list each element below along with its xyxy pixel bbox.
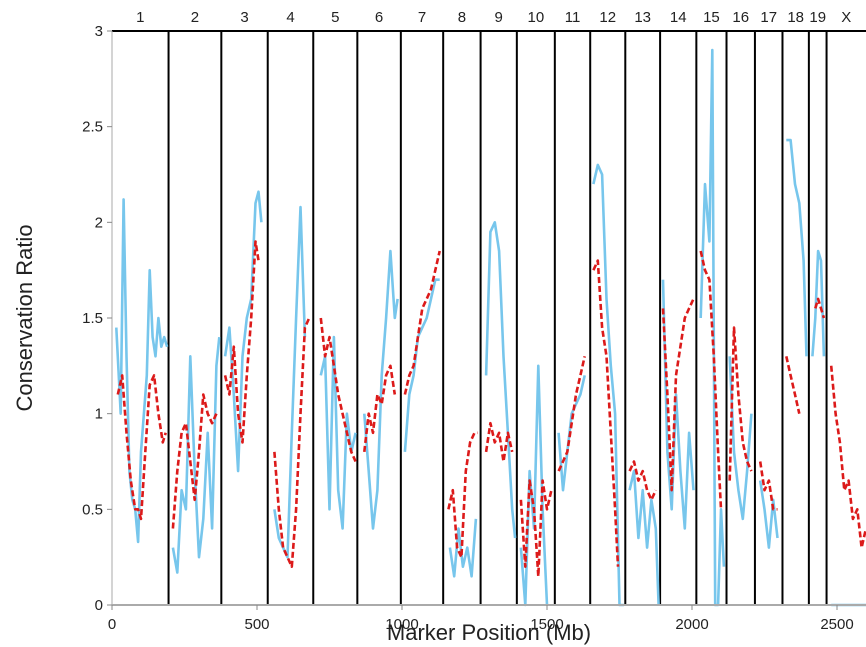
solid-series-line — [273, 205, 307, 559]
dashed-series-line — [814, 297, 826, 319]
x-tick-label: 500 — [244, 616, 269, 633]
x-tick-label: 2000 — [675, 616, 708, 633]
solid-series-line — [519, 364, 549, 607]
dashed-series-line — [758, 461, 778, 511]
dashed-series-line — [557, 356, 586, 472]
solid-series-line — [758, 480, 779, 549]
solid-series-line — [661, 279, 695, 530]
dashed-series-line — [319, 317, 357, 463]
solid-series-line — [223, 190, 263, 473]
solid-series-line — [811, 249, 826, 357]
x-tick-label: 0 — [108, 616, 116, 633]
series-layer — [115, 48, 866, 607]
chromosome-label: 7 — [418, 9, 426, 26]
y-axis-ticks: 0 0.5 1 1.5 2 2.5 3 — [82, 23, 112, 614]
chromosome-label: 8 — [458, 9, 466, 26]
chromosome-label: 2 — [191, 9, 199, 26]
solid-series-line — [786, 138, 808, 357]
solid-series-line — [403, 278, 440, 452]
solid-series-line — [115, 198, 169, 544]
solid-series-line — [628, 469, 660, 606]
solid-series-line — [592, 163, 624, 607]
chromosome-label: 10 — [527, 9, 544, 26]
dashed-series-line — [484, 421, 514, 463]
dashed-series-line — [447, 431, 478, 559]
chromosome-label: 11 — [565, 9, 581, 26]
dashed-series-line — [519, 479, 553, 578]
dashed-series-line — [829, 365, 866, 549]
y-tick-label: 2.5 — [82, 119, 103, 136]
dashed-series-line — [699, 250, 723, 510]
solid-series-line — [484, 221, 517, 539]
chromosome-label: 5 — [331, 9, 339, 26]
x-tick-label: 2500 — [820, 616, 853, 633]
dashed-series-line — [592, 259, 620, 567]
dashed-series-line — [363, 364, 397, 453]
chromosome-label: 14 — [670, 9, 687, 26]
y-tick-label: 1.5 — [82, 310, 103, 327]
y-axis-title: Conservation Ratio — [12, 224, 37, 411]
chromosome-labels: 1 2 3 4 5 6 7 8 9 10 11 12 13 14 15 16 17 18 19 X — [136, 9, 851, 26]
chromosome-label: 13 — [634, 9, 651, 26]
x-tick-label: 1000 — [385, 616, 418, 633]
solid-series-line — [171, 336, 221, 574]
chromosome-label: 1 — [136, 9, 144, 26]
y-tick-label: 2 — [95, 214, 103, 231]
dashed-series-line — [223, 240, 260, 444]
y-tick-label: 1 — [95, 406, 103, 423]
chromosome-label: X — [841, 9, 851, 26]
y-tick-label: 0 — [95, 597, 103, 614]
chromosome-boundaries — [112, 30, 866, 605]
chromosome-label: 17 — [760, 9, 777, 26]
solid-series-line — [363, 249, 399, 530]
x-tick-label: 1500 — [530, 616, 563, 633]
chromosome-label: 9 — [495, 9, 503, 26]
chromosome-label: 18 — [787, 9, 804, 26]
dashed-series-line — [728, 326, 753, 481]
dashed-series-line — [403, 250, 441, 395]
solid-series-line — [557, 375, 586, 492]
dashed-series-line — [785, 356, 801, 414]
chromosome-label: 6 — [375, 9, 383, 26]
solid-series-line — [699, 48, 726, 607]
dashed-series-line — [116, 374, 167, 521]
dashed-series-line — [273, 317, 311, 569]
x-axis-title: Marker Position (Mb) — [387, 620, 591, 645]
chromosome-label: 19 — [809, 9, 826, 26]
y-tick-label: 3 — [95, 23, 103, 40]
dashed-series-line — [628, 460, 657, 502]
dashed-series-line — [661, 298, 695, 492]
y-tick-label: 0.5 — [82, 501, 103, 518]
chromosome-label: 3 — [240, 9, 248, 26]
solid-series-line — [319, 335, 357, 530]
solid-series-line — [448, 518, 478, 578]
x-axis-ticks: 0 500 1000 1500 2000 2500 — [108, 605, 854, 633]
dashed-series-line — [171, 393, 218, 529]
chromosome-label: 12 — [599, 9, 616, 26]
chromosome-label: 4 — [286, 9, 294, 26]
chromosome-label: 15 — [703, 9, 720, 26]
chromosome-label: 16 — [732, 9, 749, 26]
